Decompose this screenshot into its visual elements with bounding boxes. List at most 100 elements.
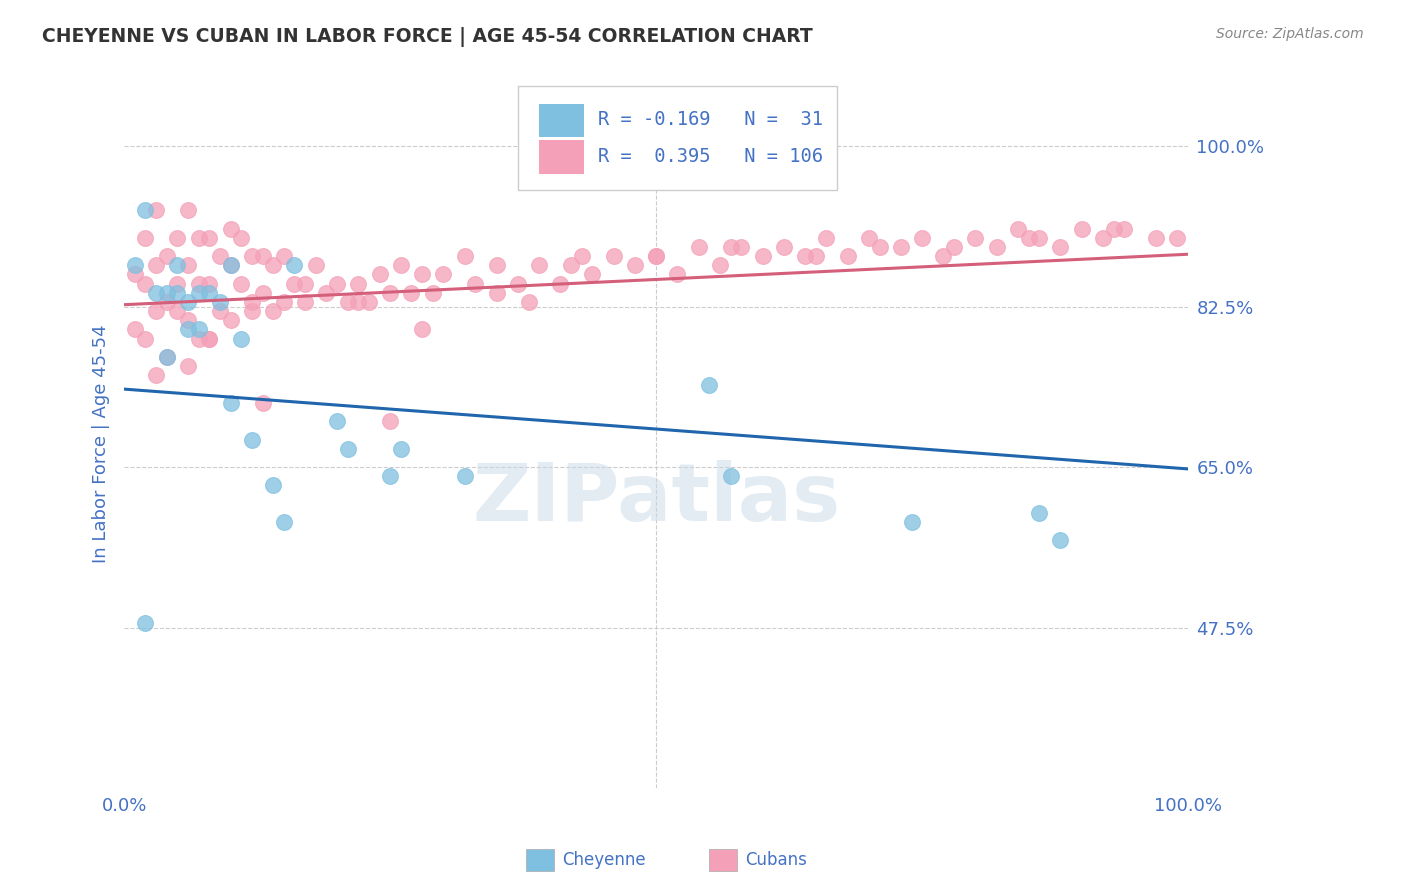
- Point: [794, 249, 817, 263]
- Point: [560, 258, 582, 272]
- Point: [709, 258, 731, 272]
- Point: [357, 295, 380, 310]
- Point: [380, 285, 402, 300]
- Point: [315, 285, 337, 300]
- Point: [198, 332, 221, 346]
- Point: [485, 258, 508, 272]
- Point: [156, 295, 179, 310]
- Text: Source: ZipAtlas.com: Source: ZipAtlas.com: [1216, 27, 1364, 41]
- Point: [869, 240, 891, 254]
- Point: [208, 304, 231, 318]
- Point: [411, 322, 433, 336]
- Point: [166, 258, 188, 272]
- Point: [347, 277, 370, 291]
- Point: [772, 240, 794, 254]
- Point: [273, 515, 295, 529]
- Point: [166, 277, 188, 291]
- Point: [252, 249, 274, 263]
- Point: [485, 285, 508, 300]
- Point: [231, 231, 253, 245]
- Point: [294, 295, 316, 310]
- Point: [240, 304, 263, 318]
- Point: [177, 322, 200, 336]
- Point: [422, 285, 444, 300]
- Point: [198, 285, 221, 300]
- FancyBboxPatch shape: [538, 103, 583, 137]
- Point: [730, 240, 752, 254]
- Point: [1102, 221, 1125, 235]
- Point: [166, 285, 188, 300]
- Point: [1144, 231, 1167, 245]
- Point: [900, 515, 922, 529]
- Point: [177, 359, 200, 374]
- Point: [177, 295, 200, 310]
- Point: [134, 231, 156, 245]
- Point: [198, 277, 221, 291]
- Point: [166, 231, 188, 245]
- Point: [336, 442, 359, 456]
- Point: [177, 313, 200, 327]
- Point: [804, 249, 827, 263]
- Point: [389, 258, 412, 272]
- Point: [219, 313, 242, 327]
- Point: [389, 442, 412, 456]
- Point: [134, 203, 156, 218]
- Point: [1166, 231, 1188, 245]
- Point: [294, 277, 316, 291]
- Point: [208, 249, 231, 263]
- Point: [890, 240, 912, 254]
- Point: [751, 249, 773, 263]
- Text: ZIPatlas: ZIPatlas: [472, 460, 841, 538]
- Point: [602, 249, 624, 263]
- Point: [134, 277, 156, 291]
- Point: [432, 268, 454, 282]
- Point: [177, 203, 200, 218]
- Point: [124, 322, 146, 336]
- Point: [305, 258, 328, 272]
- Point: [156, 285, 179, 300]
- Point: [134, 332, 156, 346]
- Point: [506, 277, 529, 291]
- Point: [145, 285, 167, 300]
- Point: [1114, 221, 1136, 235]
- Point: [645, 249, 668, 263]
- Point: [1049, 533, 1071, 548]
- Point: [1049, 240, 1071, 254]
- Point: [986, 240, 1008, 254]
- Point: [198, 332, 221, 346]
- Point: [273, 249, 295, 263]
- Point: [252, 396, 274, 410]
- Point: [262, 304, 284, 318]
- Point: [177, 258, 200, 272]
- Point: [943, 240, 966, 254]
- Point: [911, 231, 934, 245]
- Point: [156, 350, 179, 364]
- Point: [720, 469, 742, 483]
- Point: [1070, 221, 1092, 235]
- Point: [208, 295, 231, 310]
- Point: [464, 277, 486, 291]
- Point: [550, 277, 572, 291]
- Point: [411, 268, 433, 282]
- Point: [240, 249, 263, 263]
- Point: [134, 616, 156, 631]
- Point: [326, 414, 349, 428]
- Point: [527, 258, 550, 272]
- Point: [699, 377, 721, 392]
- Point: [1028, 231, 1050, 245]
- Point: [837, 249, 859, 263]
- Point: [965, 231, 987, 245]
- Point: [156, 249, 179, 263]
- Point: [240, 433, 263, 447]
- Point: [145, 203, 167, 218]
- Point: [1007, 221, 1029, 235]
- Point: [231, 332, 253, 346]
- Point: [219, 258, 242, 272]
- Point: [380, 414, 402, 428]
- Point: [187, 332, 209, 346]
- Point: [187, 322, 209, 336]
- Point: [252, 285, 274, 300]
- Text: Cheyenne: Cheyenne: [562, 851, 645, 869]
- Point: [219, 396, 242, 410]
- FancyBboxPatch shape: [538, 140, 583, 174]
